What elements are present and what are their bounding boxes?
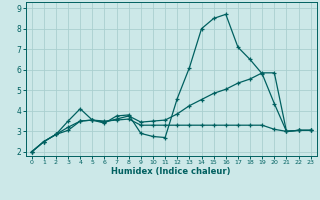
X-axis label: Humidex (Indice chaleur): Humidex (Indice chaleur) <box>111 167 231 176</box>
